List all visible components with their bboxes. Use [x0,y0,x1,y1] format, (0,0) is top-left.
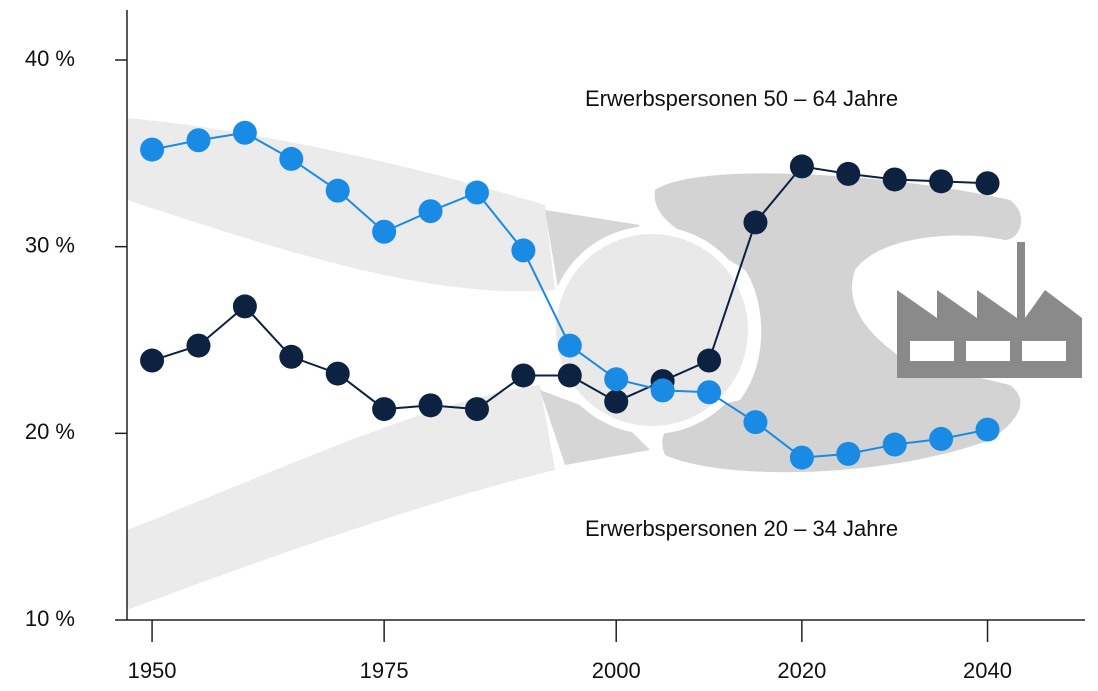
data-point [511,238,535,262]
data-point [697,349,721,373]
data-point [140,138,164,162]
data-point [790,446,814,470]
data-point [372,220,396,244]
data-point [140,349,164,373]
data-point [233,294,257,318]
data-point [326,362,350,386]
data-point [836,162,860,186]
data-point [186,128,210,152]
data-point [883,167,907,191]
data-point [976,171,1000,195]
y-tick-label: 10 % [25,606,75,631]
data-point [279,147,303,171]
data-point [465,181,489,205]
data-point [419,393,443,417]
x-tick-label: 1975 [360,658,409,683]
data-point [279,345,303,369]
data-point [883,433,907,457]
series-label: Erwerbspersonen 20 – 34 Jahre [585,516,898,541]
data-point [558,334,582,358]
data-point [558,363,582,387]
data-point [465,397,489,421]
data-point [790,154,814,178]
data-point [697,380,721,404]
data-point [186,334,210,358]
chart: Erwerbspersonen 50 – 64 Jahre Erwerbsper… [0,0,1098,691]
data-point [604,390,628,414]
y-tick-label: 30 % [25,232,75,257]
data-point [233,121,257,145]
page: {"chart_data": {"type": "line", "x": [19… [0,0,1098,691]
y-tick-label: 20 % [25,419,75,444]
x-tick-label: 2020 [777,658,826,683]
series-label: Erwerbspersonen 50 – 64 Jahre [585,86,898,111]
data-point [976,418,1000,442]
x-tick-label: 2000 [592,658,641,683]
data-point [929,169,953,193]
data-point [604,367,628,391]
data-point [326,179,350,203]
data-point [929,427,953,451]
data-point [419,199,443,223]
data-point [651,378,675,402]
y-tick-label: 40 % [25,46,75,71]
data-point [836,442,860,466]
x-tick-label: 2040 [963,658,1012,683]
data-point [743,210,767,234]
factory-icon [897,242,1082,378]
data-point [372,397,396,421]
data-point [743,410,767,434]
data-point [511,363,535,387]
x-tick-label: 1950 [128,658,177,683]
